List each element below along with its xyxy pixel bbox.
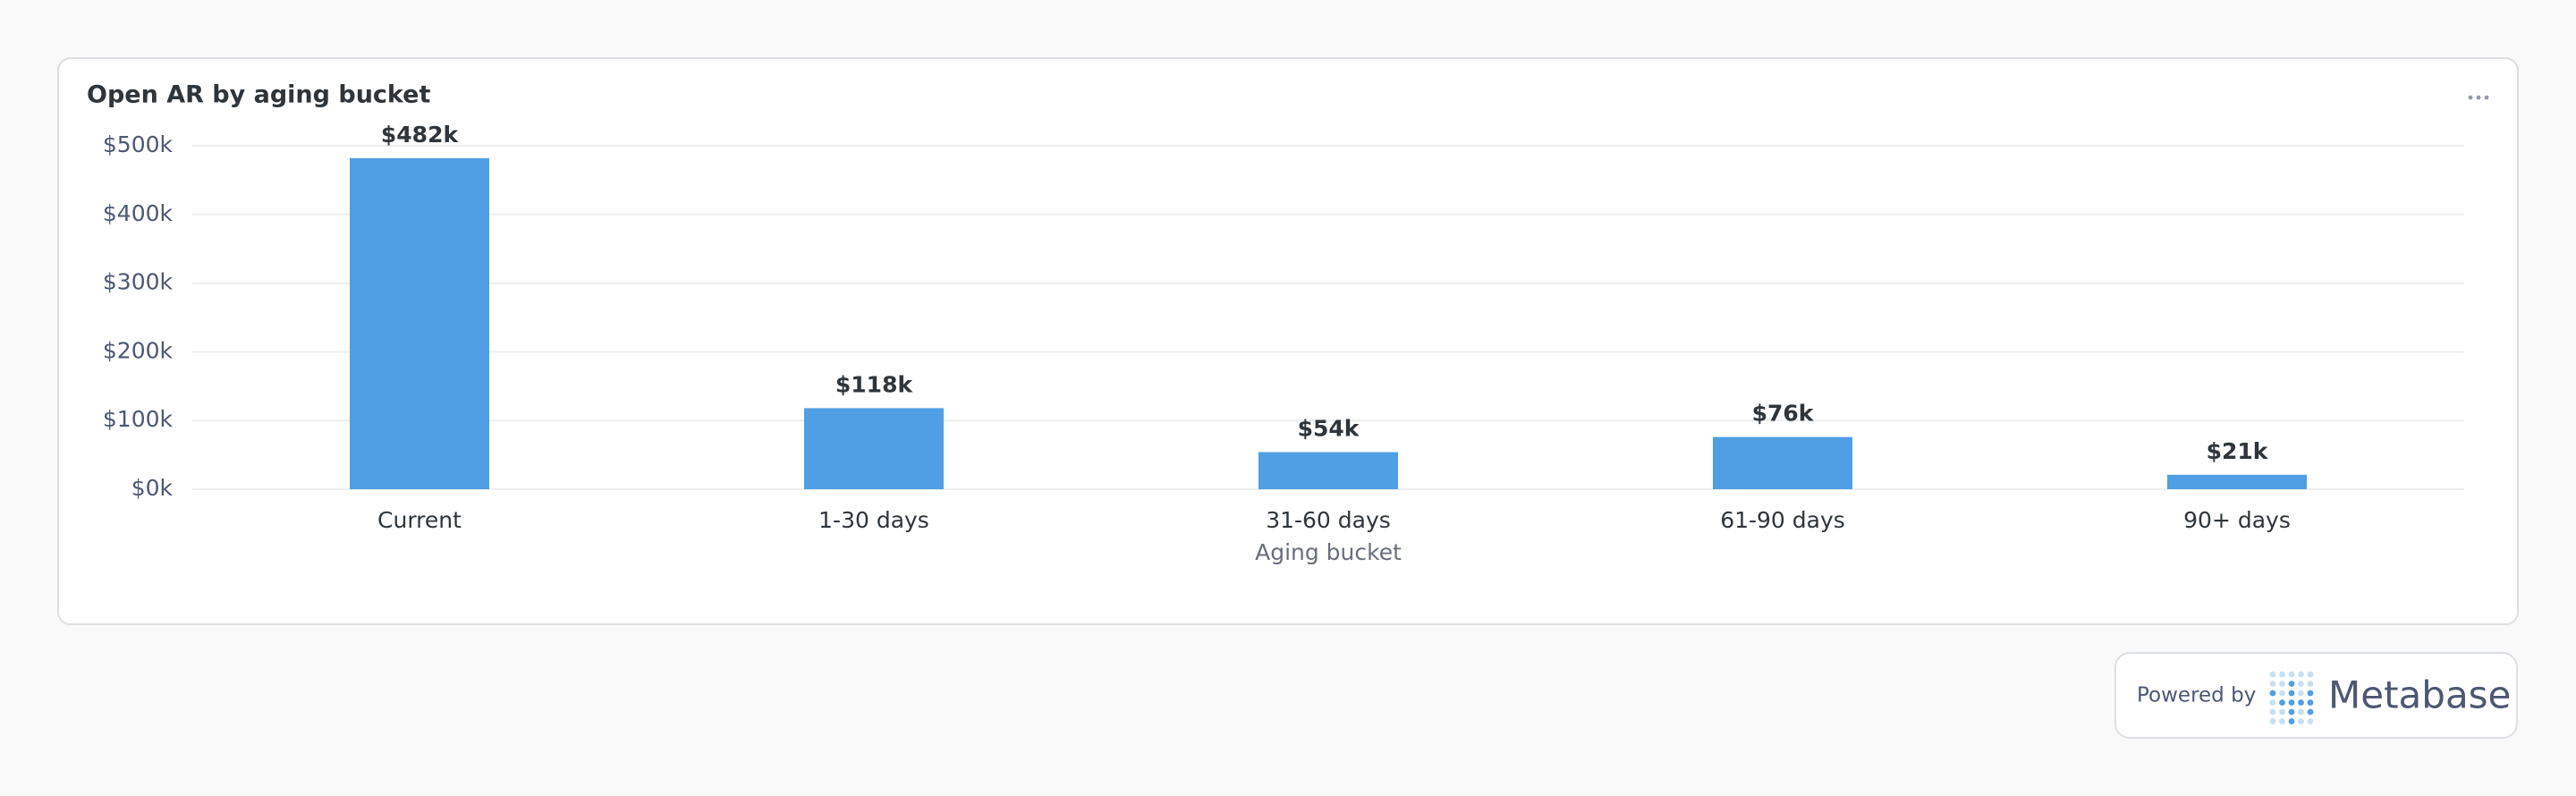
logo-dot (2307, 671, 2314, 678)
data-label: $54k (1298, 416, 1360, 442)
logo-dot (2298, 681, 2304, 687)
data-label: $482k (381, 122, 460, 148)
logo-dot (2288, 671, 2295, 678)
y-tick-label: $300k (103, 269, 174, 295)
powered-by-text: Powered by (2137, 684, 2256, 707)
logo-dot (2288, 708, 2295, 716)
x-tick-label: Current (377, 507, 462, 533)
logo-dot (2269, 671, 2276, 678)
logo-dot (2307, 690, 2314, 697)
logo-dot (2288, 690, 2295, 697)
logo-dot (2288, 681, 2295, 687)
logo-dot (2269, 681, 2276, 687)
x-axis-title: Aging bucket (1255, 539, 1402, 565)
logo-dot (2298, 718, 2304, 724)
metabase-logo (2269, 671, 2314, 724)
x-tick-label: 1-30 days (818, 507, 929, 533)
logo-dot (2298, 671, 2304, 678)
logo-dot (2307, 681, 2314, 687)
x-tick-label: 90+ days (2183, 507, 2291, 533)
logo-dot (2298, 699, 2304, 706)
y-tick-label: $100k (103, 406, 174, 432)
data-label: $118k (835, 371, 914, 397)
data-label: $21k (2207, 438, 2269, 464)
logo-dot (2288, 699, 2295, 706)
bar (804, 408, 944, 489)
x-tick-label: 31-60 days (1266, 507, 1391, 533)
bar (2167, 474, 2307, 489)
x-tick-label: 61-90 days (1720, 507, 1845, 533)
logo-dot (2269, 708, 2276, 716)
logo-dot (2307, 708, 2314, 716)
chart-title: Open AR by aging bucket (87, 81, 430, 109)
logo-dot (2269, 718, 2276, 724)
logo-dot (2307, 699, 2314, 706)
y-tick-label: $500k (103, 131, 174, 157)
y-tick-label: $200k (103, 337, 174, 363)
logo-dot (2298, 690, 2304, 697)
brand-name: Metabase (2328, 673, 2511, 717)
powered-by-badge[interactable] (2114, 652, 2518, 739)
logo-dot (2279, 708, 2285, 716)
logo-dot (2279, 671, 2285, 678)
y-tick-label: $0k (131, 475, 174, 501)
logo-dot (2269, 690, 2276, 697)
logo-dot (2269, 699, 2276, 706)
y-tick-label: $400k (103, 200, 174, 226)
logo-dot (2279, 718, 2285, 724)
bar (1258, 452, 1398, 489)
bar (350, 157, 489, 489)
logo-dot (2298, 708, 2304, 716)
data-label: $76k (1752, 401, 1815, 427)
menu-button[interactable] (2468, 95, 2489, 100)
logo-dot (2279, 681, 2285, 687)
bar (1713, 436, 1852, 489)
logo-dot (2279, 699, 2285, 706)
card (57, 57, 2519, 625)
logo-dot (2279, 690, 2285, 697)
logo-dot (2288, 718, 2295, 724)
logo-dot (2307, 718, 2314, 724)
